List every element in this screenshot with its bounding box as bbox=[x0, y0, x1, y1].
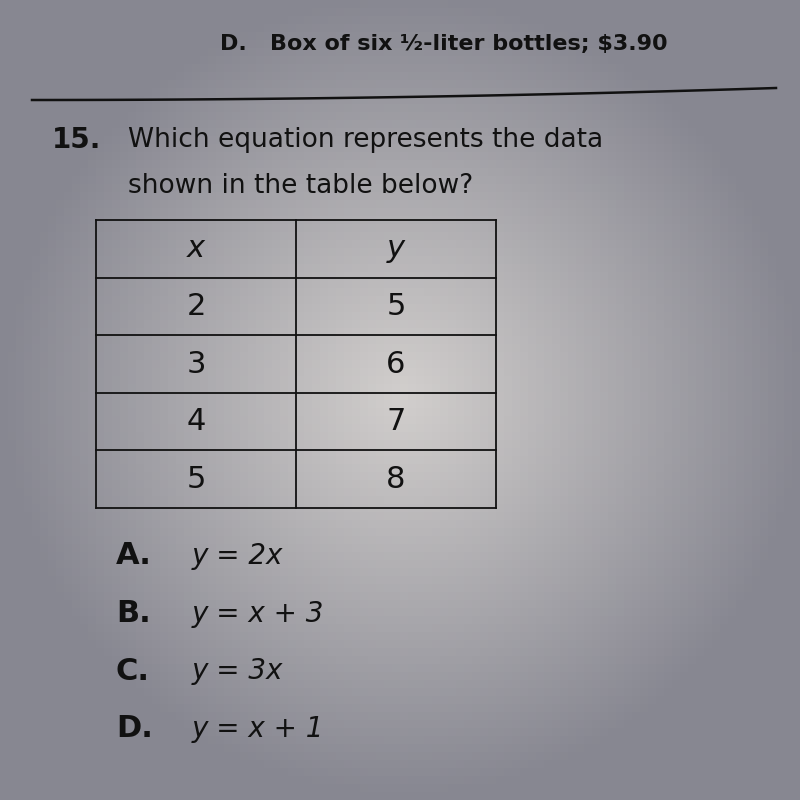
Text: 7: 7 bbox=[386, 407, 406, 436]
Text: ½-liter bottles; $3.90: ½-liter bottles; $3.90 bbox=[400, 34, 668, 54]
Text: y = 3x: y = 3x bbox=[192, 658, 283, 685]
Text: 5: 5 bbox=[386, 292, 406, 321]
Text: 8: 8 bbox=[386, 465, 406, 494]
Text: B.: B. bbox=[116, 599, 150, 628]
Text: D.: D. bbox=[116, 714, 153, 743]
Text: A.: A. bbox=[116, 542, 152, 570]
Text: 4: 4 bbox=[186, 407, 206, 436]
Text: y: y bbox=[387, 234, 405, 263]
Text: 15.: 15. bbox=[52, 126, 102, 154]
Text: 2: 2 bbox=[186, 292, 206, 321]
Text: y = 2x: y = 2x bbox=[192, 542, 283, 570]
Text: C.: C. bbox=[116, 657, 150, 686]
Text: 6: 6 bbox=[386, 350, 406, 378]
Text: shown in the table below?: shown in the table below? bbox=[128, 173, 474, 198]
Text: 5: 5 bbox=[186, 465, 206, 494]
Text: 3: 3 bbox=[186, 350, 206, 378]
Text: Which equation represents the data: Which equation represents the data bbox=[128, 127, 603, 153]
Text: x: x bbox=[187, 234, 205, 263]
Text: y = x + 1: y = x + 1 bbox=[192, 715, 324, 742]
Text: D.   Box of six: D. Box of six bbox=[220, 34, 400, 54]
Text: y = x + 3: y = x + 3 bbox=[192, 600, 324, 627]
